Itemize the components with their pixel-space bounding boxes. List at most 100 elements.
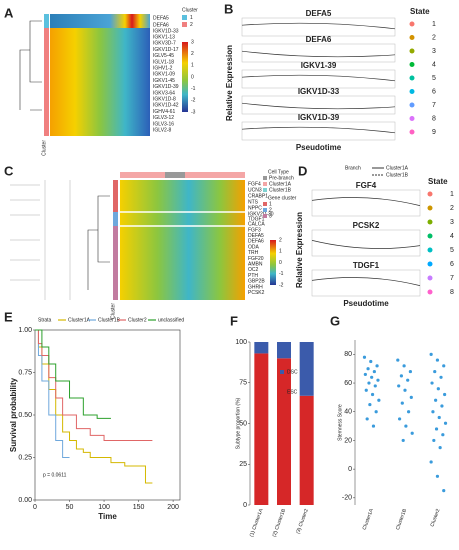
gene-label: UCN3 [248,187,262,193]
point [443,392,447,397]
point [398,417,402,421]
label: 4 [432,61,436,68]
legend-dot [427,289,433,295]
heatmap-top [50,14,150,28]
point [367,381,371,385]
label: Cluster [110,303,116,319]
gene-label: IGKV1D-33 [153,28,179,34]
legend-label: ESC [287,389,298,395]
legend-dot [409,62,415,67]
label: 7 [450,275,454,282]
point [435,474,440,478]
y-tick-label: 75 [239,380,247,387]
legend-dot [427,191,433,197]
x-tick-label: 0 [33,504,37,511]
label: 3 [269,213,272,219]
x-label: Pseudotime [343,299,389,308]
point [443,421,448,425]
point [407,410,411,414]
trend [311,240,421,249]
scale-tick: 0 [191,74,194,80]
label: 4 [450,233,454,240]
gene-label: TDGF1 [248,216,265,222]
bar-segment [299,342,314,396]
legend-dot [427,275,433,281]
plot-frame [241,95,396,115]
point [396,358,400,362]
point [402,364,406,368]
point [431,410,435,414]
x-tick-label: 150 [133,504,145,511]
legend-dot [409,35,415,40]
point [363,372,367,377]
cluster-bar [44,28,49,136]
gene-label: IGLV3-12 [153,115,174,121]
y-label: Relative Expression [225,45,234,121]
legend-swatch [263,188,267,192]
color-scale [182,42,188,112]
plot-frame [311,269,421,297]
y-tick-label: 60 [344,380,352,387]
gene-label: PTH [248,273,258,279]
point [401,438,405,443]
bar-segment [254,353,269,505]
legend-dot [409,75,415,81]
legend-swatch [263,214,267,218]
gene-label: GHRH [248,284,263,290]
point [435,358,440,362]
x-tick-label: 100 [98,504,110,511]
y-tick-label: 100 [235,339,247,346]
gene-label: DEFA6 [153,22,169,28]
point [368,402,372,407]
label: 6 [450,261,454,268]
point [429,352,433,356]
x-tick-label: Cluster2 [429,508,441,528]
point [409,395,413,399]
point [442,489,446,493]
panel-label: C [4,163,14,178]
gene-label: CALCA [248,221,265,227]
label: Cluster [41,140,47,156]
point [370,392,375,397]
x-tick-label: Cluster1B [395,507,408,530]
gene-title: FGF4 [356,181,377,190]
legend-swatch [182,22,187,27]
dendrogram [19,20,42,111]
legend-swatch [182,15,187,20]
gene-label: NPPC [248,205,262,211]
trend [311,197,421,206]
legend-label: Cluster2 [128,317,147,323]
label: 6 [432,88,436,95]
scale-tick: 1 [279,249,282,255]
scale-tick: 0 [279,260,282,266]
heatmap-body [50,28,150,136]
x-label: Pseudotime [296,143,342,152]
color-scale [270,240,276,285]
cluster-bar [113,180,118,212]
bar-segment [254,342,269,354]
label: Cluster1B [269,187,292,193]
gene-title: DEFA6 [306,35,332,44]
bar-segment [277,358,291,505]
x-tick-label: (1) Cluster1A [249,507,265,537]
point [399,374,403,378]
y-tick-label: 80 [344,351,352,358]
point [440,404,444,408]
legend-label: Cluster1A [68,317,91,323]
label: 8 [432,115,436,122]
label: Cluster1A [386,165,409,171]
point [366,367,370,371]
y-tick-label: 0 [243,502,247,509]
gene-label: IGHV1-2 [153,66,173,72]
gene-label: AMBN [248,262,263,268]
x-tick-label: (2) Cluster1B [271,507,287,537]
point [369,359,373,364]
legend-dot [409,116,415,121]
gene-label: IGKV1-09 [153,72,175,78]
gene-title: IGKV1-39 [301,61,337,70]
y-tick-label: 0.25 [18,454,32,461]
point [406,378,410,382]
point [364,388,368,392]
y-tick-label: 0.75 [18,369,32,376]
heatmap-body [120,180,245,300]
